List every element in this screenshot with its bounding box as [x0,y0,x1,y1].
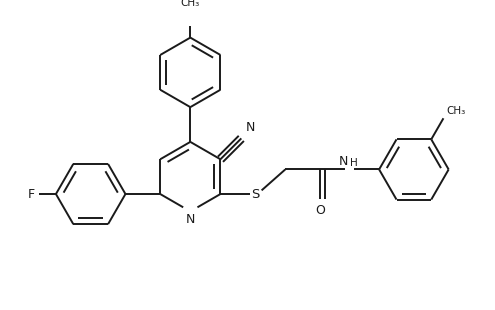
Text: O: O [315,205,325,218]
Text: F: F [28,188,35,201]
Text: N: N [339,155,348,168]
Text: N: N [186,213,195,226]
Text: N: N [246,121,255,134]
Text: CH₃: CH₃ [181,0,200,8]
Text: H: H [349,157,357,168]
Text: S: S [251,188,259,201]
Text: CH₃: CH₃ [446,106,465,117]
